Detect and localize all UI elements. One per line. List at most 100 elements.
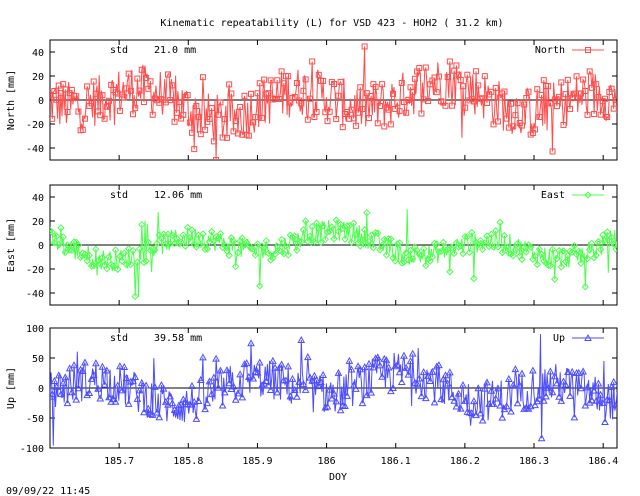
data-point <box>334 227 343 236</box>
data-point <box>199 74 206 81</box>
data-point <box>321 235 330 244</box>
panel-up: -100 -50 0 50 100 185.7 185.8 185.9 186 186.1 186.… <box>6 324 618 467</box>
data-point <box>249 374 258 382</box>
data-point <box>387 235 395 243</box>
data-point <box>277 360 286 368</box>
data-point <box>485 399 494 407</box>
y-tick-label: 0 <box>38 241 44 252</box>
data-point <box>389 254 397 262</box>
data-point <box>87 262 96 270</box>
data-point <box>531 401 539 409</box>
data-point <box>218 243 227 252</box>
data-point <box>502 402 511 410</box>
data-point <box>237 103 244 110</box>
data-point <box>365 359 373 367</box>
data-point <box>219 134 226 141</box>
data-point <box>142 381 150 389</box>
data-point <box>330 235 338 243</box>
data-point <box>97 112 104 119</box>
data-point <box>559 377 568 385</box>
data-point <box>121 94 128 101</box>
data-point <box>548 245 557 254</box>
data-point <box>566 391 574 399</box>
data-point <box>180 111 187 118</box>
data-point <box>518 369 526 377</box>
data-point <box>384 363 393 371</box>
data-point <box>133 258 142 266</box>
y-tick-label: -20 <box>26 265 44 276</box>
data-point <box>157 381 166 389</box>
data-point <box>413 379 421 387</box>
data-point <box>75 108 82 115</box>
data-point <box>238 234 246 242</box>
y-tick-label: 0 <box>38 384 44 395</box>
data-point <box>510 123 517 130</box>
data-point <box>214 234 222 242</box>
data-point <box>378 372 386 380</box>
data-point <box>537 250 546 259</box>
data-point <box>352 230 360 239</box>
data-point <box>341 401 349 409</box>
data-point <box>320 77 327 84</box>
data-point <box>81 115 88 122</box>
data-point <box>153 408 161 416</box>
data-point <box>172 407 181 415</box>
data-point <box>417 251 426 259</box>
data-point <box>317 377 325 385</box>
x-axis-label: DOY <box>329 472 347 483</box>
data-point <box>50 376 59 384</box>
data-point <box>272 95 279 102</box>
data-point <box>278 68 285 75</box>
data-point <box>393 360 402 368</box>
data-point <box>575 247 583 256</box>
data-point <box>433 89 440 96</box>
data-point <box>280 80 287 87</box>
data-point <box>315 71 322 78</box>
data-point <box>256 282 264 290</box>
data-point <box>201 245 209 253</box>
data-point <box>572 250 581 258</box>
data-point <box>293 80 300 87</box>
data-point <box>592 251 600 259</box>
data-point <box>179 231 187 239</box>
data-point <box>262 376 271 384</box>
data-point <box>85 251 94 260</box>
data-point <box>164 71 171 78</box>
data-point <box>62 86 69 93</box>
data-point <box>360 226 369 234</box>
data-point <box>166 392 175 400</box>
data-point <box>218 401 227 409</box>
data-point <box>313 108 320 115</box>
data-point <box>293 392 301 400</box>
data-point <box>568 248 576 256</box>
x-tick-label: 185.7 <box>104 456 134 467</box>
data-point <box>271 363 279 371</box>
series-line <box>50 333 617 446</box>
data-point <box>57 224 65 232</box>
data-point <box>186 233 194 242</box>
data-point <box>428 367 437 375</box>
data-point <box>539 396 548 404</box>
data-point <box>446 268 454 276</box>
data-point <box>337 78 344 85</box>
data-point <box>518 122 525 129</box>
data-point <box>267 77 274 84</box>
data-point <box>509 380 518 389</box>
data-point <box>464 71 471 78</box>
data-point <box>245 132 252 139</box>
data-point <box>352 122 359 129</box>
y-tick-label: 20 <box>32 217 44 228</box>
data-point <box>328 223 336 231</box>
data-point <box>94 384 102 392</box>
data-point <box>262 237 271 245</box>
data-point <box>561 258 570 266</box>
data-point <box>223 366 231 374</box>
data-point <box>290 385 299 393</box>
data-point <box>585 246 594 254</box>
x-tick-label: 185.9 <box>242 456 272 467</box>
data-point <box>140 99 147 106</box>
data-point <box>450 249 458 258</box>
data-point <box>175 99 182 106</box>
data-point <box>612 245 617 253</box>
data-point <box>275 246 284 255</box>
